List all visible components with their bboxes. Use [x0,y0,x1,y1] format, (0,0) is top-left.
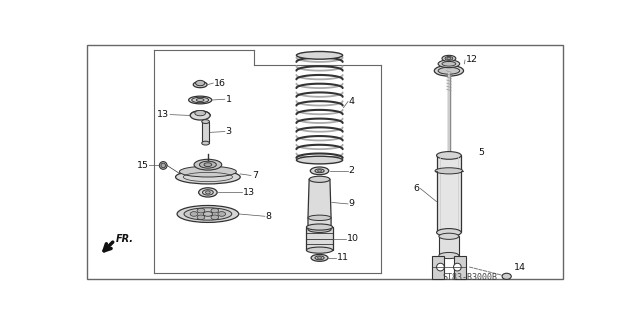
Ellipse shape [198,188,217,197]
Ellipse shape [211,208,219,213]
Ellipse shape [179,166,236,177]
Ellipse shape [184,208,232,220]
Text: 11: 11 [337,253,349,262]
Ellipse shape [195,110,205,116]
Ellipse shape [191,97,209,103]
Ellipse shape [437,263,444,271]
Ellipse shape [195,80,205,86]
Ellipse shape [306,224,333,230]
Text: 1: 1 [226,95,231,104]
Ellipse shape [197,215,205,220]
Text: 16: 16 [214,78,226,88]
Text: 8: 8 [266,212,271,221]
Ellipse shape [435,168,463,174]
Ellipse shape [161,163,165,168]
Ellipse shape [297,156,342,164]
Ellipse shape [202,190,213,195]
Text: 12: 12 [466,55,478,64]
Ellipse shape [176,170,240,184]
Ellipse shape [442,55,456,61]
Text: 6: 6 [413,184,420,193]
Ellipse shape [438,67,460,74]
Ellipse shape [318,170,321,172]
Polygon shape [453,256,466,279]
Ellipse shape [439,252,459,259]
Ellipse shape [202,120,209,124]
Ellipse shape [439,233,459,239]
Ellipse shape [177,205,238,222]
Ellipse shape [159,162,167,169]
Ellipse shape [310,167,329,175]
Ellipse shape [315,169,324,173]
Text: 14: 14 [514,263,526,272]
Ellipse shape [437,152,461,159]
Ellipse shape [434,65,463,76]
Ellipse shape [311,254,328,261]
Ellipse shape [197,208,205,213]
Bar [439,236,459,256]
Ellipse shape [309,176,330,182]
Text: 3: 3 [226,127,231,136]
Text: 4: 4 [349,97,355,106]
Text: FR.: FR. [116,234,134,244]
Ellipse shape [308,226,331,232]
Ellipse shape [442,61,456,66]
Ellipse shape [445,57,453,60]
Text: 5: 5 [478,148,484,157]
Text: 13: 13 [243,188,255,197]
Ellipse shape [306,247,333,253]
Ellipse shape [189,96,212,104]
Ellipse shape [437,228,461,236]
Text: ST83-B3000B: ST83-B3000B [443,273,498,282]
Polygon shape [432,256,444,279]
Ellipse shape [297,52,342,59]
Ellipse shape [190,212,198,216]
Bar [306,227,333,250]
Text: 2: 2 [349,166,355,175]
Ellipse shape [318,257,321,259]
Text: 10: 10 [347,234,358,243]
Ellipse shape [200,161,216,168]
Text: 7: 7 [252,171,258,180]
Ellipse shape [447,57,451,60]
Text: 9: 9 [349,199,355,208]
Ellipse shape [194,159,222,170]
Bar [437,156,461,232]
Polygon shape [308,179,331,229]
Ellipse shape [205,191,210,194]
Ellipse shape [308,215,331,220]
Ellipse shape [218,212,226,216]
Ellipse shape [202,141,209,145]
Ellipse shape [190,111,210,120]
Text: 15: 15 [136,161,148,170]
Ellipse shape [197,99,204,101]
Ellipse shape [438,60,460,68]
Ellipse shape [315,256,324,260]
Ellipse shape [211,215,219,220]
Text: 13: 13 [157,110,169,119]
Ellipse shape [204,163,212,167]
Ellipse shape [193,82,207,88]
Ellipse shape [453,263,461,271]
Bar [202,122,209,143]
Ellipse shape [502,273,511,279]
Ellipse shape [204,212,212,216]
